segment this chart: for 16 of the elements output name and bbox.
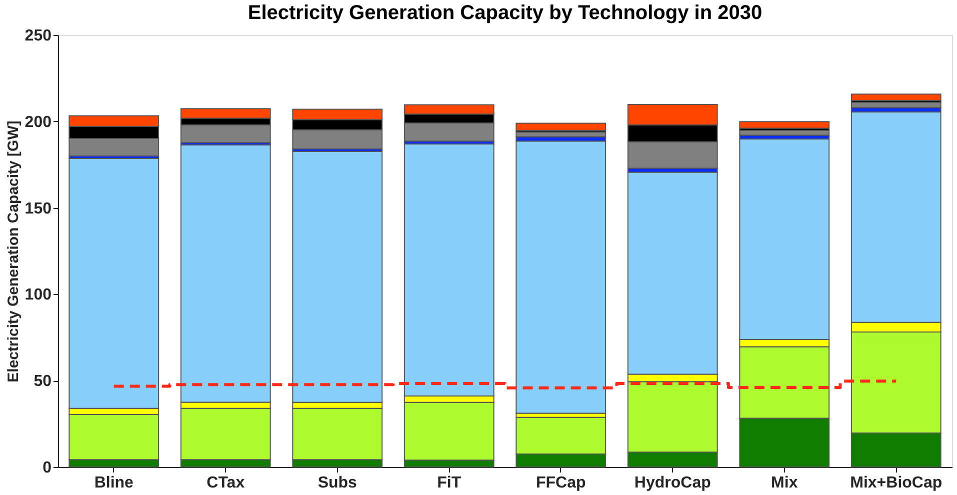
chart-title: Electricity Generation Capacity by Technology in 2030 <box>248 2 762 24</box>
x-tick-label: Bline <box>94 474 134 492</box>
x-tick-label: Subs <box>318 474 358 492</box>
y-tick-label: 0 <box>42 460 52 476</box>
y-tick-label: 100 <box>24 286 52 304</box>
x-tick-label: Mix+BioCap <box>850 474 942 492</box>
y-axis-title: Electricity Generation Capacity [GW] <box>4 120 22 382</box>
y-tick-label: 200 <box>24 114 52 131</box>
x-tick-label: HydroCap <box>634 474 712 492</box>
x-tick-label: CTax <box>206 474 245 492</box>
x-tick-label: FFCap <box>536 474 586 492</box>
y-tick-label: 150 <box>24 200 52 218</box>
y-tick-label: 250 <box>24 28 52 44</box>
x-tick-label: FiT <box>437 474 462 492</box>
y-tick-label: 50 <box>34 373 52 390</box>
x-tick-label: Mix <box>771 474 798 492</box>
